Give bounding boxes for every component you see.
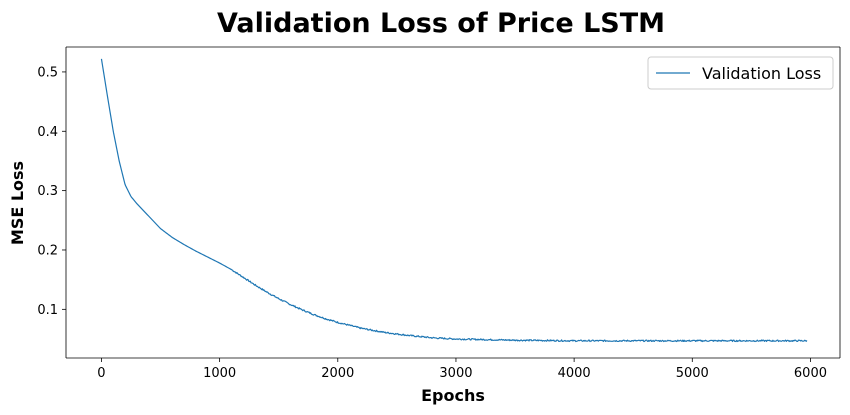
y-tick-label: 0.3 (37, 184, 58, 199)
legend-box (647, 56, 834, 90)
x-axis-label: Epochs (421, 386, 485, 405)
plot-background (66, 47, 840, 358)
chart-title: Validation Loss of Price LSTM (217, 8, 665, 39)
axes-frame (65, 46, 841, 359)
x-tick-label: 1000 (203, 366, 236, 381)
x-tick-label: 5000 (676, 366, 709, 381)
y-tick-label: 0.4 (37, 125, 58, 140)
series-layer (100, 58, 808, 343)
x-tick-label: 0 (97, 366, 105, 381)
x-tick-label: 2000 (321, 366, 354, 381)
x-tick-label: 4000 (558, 366, 591, 381)
x-axis-ticks: 0 1000 2000 3000 4000 5000 6000 (97, 358, 827, 381)
plot-area (65, 46, 841, 359)
y-tick-label: 0.2 (37, 243, 58, 258)
x-tick-label: 6000 (794, 366, 827, 381)
y-tick-label: 0.5 (37, 65, 58, 80)
y-axis-ticks: 0.1 0.2 0.3 0.4 0.5 (37, 65, 66, 318)
legend-label-validation-loss: Validation Loss (702, 64, 821, 83)
series-line-validation-loss (100, 58, 808, 343)
legend: Validation Loss (647, 56, 834, 90)
x-tick-label: 3000 (439, 366, 472, 381)
y-tick-label: 0.1 (37, 303, 58, 318)
y-axis-label: MSE Loss (8, 161, 27, 245)
